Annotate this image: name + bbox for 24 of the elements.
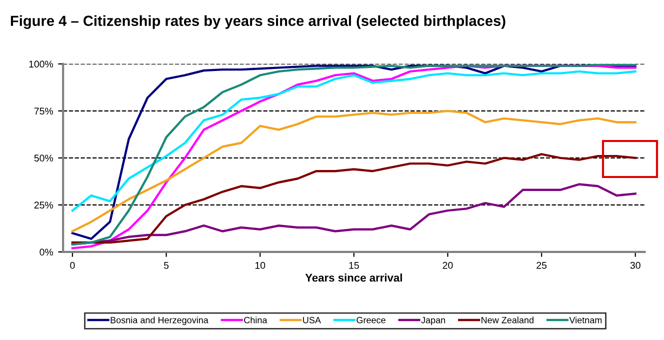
legend-label: Japan — [421, 316, 446, 326]
line-series — [71, 153, 636, 244]
x-tick-label: 20 — [442, 262, 453, 269]
x-axis-title: Years since arrival — [305, 274, 402, 282]
y-tick-label: 0% — [40, 248, 54, 256]
y-tick-label: 50% — [34, 154, 54, 162]
y-tick-label: 75% — [34, 108, 54, 115]
x-tick-label: 10 — [255, 262, 266, 269]
legend-label: Bosnia and Herzegovina — [110, 316, 208, 326]
legend-label: China — [244, 316, 268, 324]
line-series — [71, 110, 636, 232]
legend-label: USA — [303, 316, 321, 324]
x-tick-label: 25 — [536, 262, 547, 269]
y-tick-label: 100% — [29, 60, 54, 68]
y-tick-label: 25% — [34, 202, 54, 209]
legend-label: Greece — [356, 316, 386, 324]
x-tick-label: 0 — [70, 262, 75, 269]
legend-label: New Zealand — [482, 316, 534, 324]
legend-label: Vietnam — [569, 316, 602, 324]
line-series — [71, 70, 636, 212]
x-tick-label: 15 — [349, 262, 359, 269]
x-tick-label: 5 — [164, 262, 169, 269]
chart-title: Figure 4 – Citizenship rates by years since arrival (selected birthplaces) — [10, 15, 506, 29]
x-tick-label: 30 — [630, 262, 640, 269]
